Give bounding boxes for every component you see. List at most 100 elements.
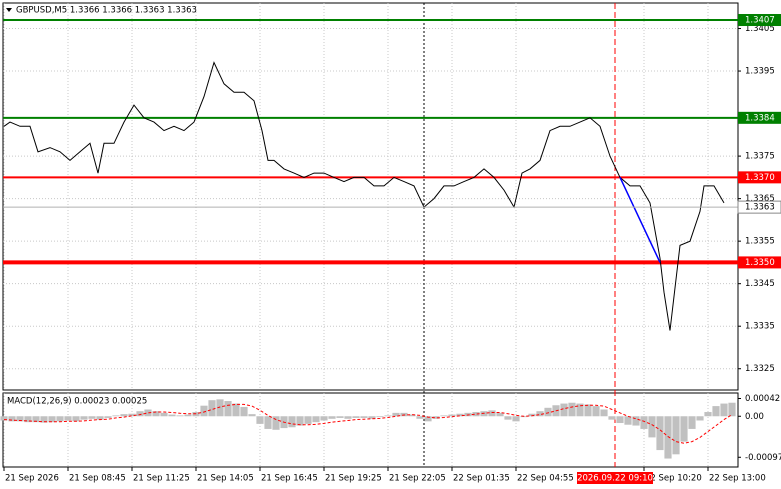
macd-bar <box>440 415 448 417</box>
macd-bar <box>56 416 64 422</box>
level-label-box <box>738 111 781 124</box>
macd-bar <box>616 416 624 424</box>
macd-bar <box>424 416 432 422</box>
macd-bar <box>560 403 568 417</box>
macd-bar <box>320 416 328 421</box>
macd-bar <box>304 416 312 424</box>
macd-bar <box>264 416 272 429</box>
macd-bar <box>456 413 464 417</box>
macd-bar <box>176 415 184 417</box>
macd-bar <box>432 416 440 419</box>
menu-arrow <box>6 8 12 12</box>
macd-bar <box>392 412 400 417</box>
crosshair-label: 2026.09.22 09:10 <box>577 474 653 484</box>
x-tick-label: 21 Sep 08:45 <box>69 474 126 484</box>
price-line <box>3 61 725 331</box>
macd-bar <box>688 416 696 429</box>
macd-bar <box>376 416 384 418</box>
macd-bar <box>600 409 608 417</box>
macd-bar <box>40 416 48 423</box>
y-tick-label: 1.3375 <box>745 152 775 162</box>
macd-bar <box>344 416 352 419</box>
level-label: 1.3384 <box>745 113 775 123</box>
macd-bar <box>496 412 504 417</box>
macd-bar <box>416 416 424 419</box>
macd-bar <box>48 416 56 423</box>
macd-bar <box>24 416 32 423</box>
x-tick-label: 22 Sep 01:35 <box>453 474 510 484</box>
macd-bar <box>728 402 736 417</box>
macd-bar <box>128 413 136 417</box>
x-tick-label: 21 Sep 14:05 <box>197 474 254 484</box>
macd-bar <box>608 416 616 420</box>
macd-bar <box>32 416 40 423</box>
chart-title: GBPUSD,M5 1.3366 1.3366 1.3363 1.3363 <box>16 6 197 16</box>
macd-bar <box>584 404 592 417</box>
x-tick-label: 22 Sep 04:55 <box>517 474 574 484</box>
macd-bar <box>16 416 24 422</box>
macd-bar <box>528 413 536 417</box>
macd-bar <box>8 416 16 422</box>
macd-bar <box>328 416 336 419</box>
x-tick-label: 22 Sep 13:00 <box>709 474 766 484</box>
macd-bar <box>712 406 720 417</box>
macd-bar <box>352 416 360 418</box>
macd-bar <box>112 415 120 417</box>
level-label-box <box>738 171 781 184</box>
y-tick-label: 1.3335 <box>745 322 775 332</box>
macd-bar <box>240 406 248 417</box>
macd-bar <box>208 400 216 417</box>
macd-bar <box>120 414 128 417</box>
macd-bar <box>80 416 88 420</box>
macd-bar <box>232 403 240 417</box>
macd-bar <box>544 407 552 417</box>
x-tick-label: 21 Sep 11:25 <box>133 474 190 484</box>
level-label: 1.3407 <box>745 16 775 26</box>
macd-bar <box>368 416 376 419</box>
macd-bar <box>88 416 96 419</box>
trend-line <box>619 177 661 263</box>
macd-bar <box>384 415 392 417</box>
macd-bar <box>568 402 576 417</box>
macd-bar <box>0 416 8 421</box>
y-tick-label: 1.3355 <box>745 237 775 247</box>
macd-panel <box>2 392 739 468</box>
x-tick-label: 22 Sep 10:20 <box>645 474 702 484</box>
macd-bar <box>624 416 632 425</box>
macd-bar <box>704 412 712 417</box>
macd-bar <box>680 416 688 442</box>
x-tick-label: 21 Sep 2026 <box>5 474 59 484</box>
level-label-box <box>738 14 781 27</box>
macd-bar <box>296 416 304 426</box>
macd-bar <box>144 409 152 417</box>
macd-bar <box>168 414 176 417</box>
level-label-box <box>738 256 781 269</box>
x-tick-label: 21 Sep 22:05 <box>389 474 446 484</box>
y-tick-label: -0.00097 <box>745 453 781 463</box>
macd-bar <box>336 416 344 418</box>
y-tick-label: 1.3325 <box>745 364 775 374</box>
y-tick-label: 0.00 <box>745 412 764 422</box>
macd-bar <box>536 411 544 417</box>
macd-bar <box>648 416 656 438</box>
macd-title: MACD(12,26,9) 0.00023 0.00025 <box>7 397 147 407</box>
level-label: 1.3350 <box>745 258 775 268</box>
price-panel <box>2 2 739 391</box>
macd-bar <box>72 416 80 422</box>
y-tick-label: 1.3345 <box>745 279 775 289</box>
crosshair-label-box <box>577 472 653 484</box>
macd-bar <box>248 414 256 417</box>
macd-bar <box>256 416 264 424</box>
macd-bar <box>152 411 160 417</box>
macd-bar <box>288 416 296 428</box>
macd-bar <box>512 416 520 422</box>
macd-bar <box>504 416 512 420</box>
macd-bar <box>472 412 480 417</box>
last-price-box <box>737 200 781 214</box>
macd-bar <box>672 416 680 455</box>
macd-bar <box>696 416 704 421</box>
macd-bar <box>664 416 672 459</box>
macd-bar <box>64 416 72 421</box>
macd-bar <box>96 416 104 420</box>
